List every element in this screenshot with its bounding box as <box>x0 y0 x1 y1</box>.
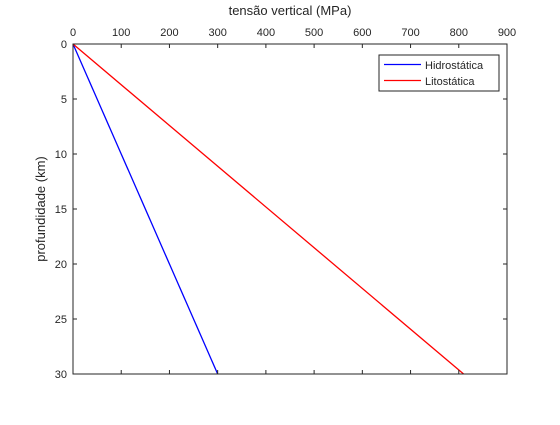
tick-layer: 0 100 200 300 400 500 600 700 800 900 0 5 10 15 20 25 30 <box>55 27 516 381</box>
y-tick-label-30: 30 <box>55 369 67 381</box>
legend-label-litostatica: Litostática <box>425 76 475 88</box>
x-tick-label-800: 800 <box>450 27 468 39</box>
series-line-litostatica <box>72 43 465 375</box>
x-tick-label-500: 500 <box>305 27 323 39</box>
legend: Hidrostática Litostática <box>378 54 500 92</box>
y-tick-label-10: 10 <box>55 149 67 161</box>
y-tick-label-5: 5 <box>61 94 67 106</box>
x-tick-label-100: 100 <box>112 27 130 39</box>
y-tick-label-15: 15 <box>55 204 67 216</box>
x-tick-label-200: 200 <box>160 27 178 39</box>
x-tick-label-300: 300 <box>208 27 226 39</box>
x-axis-label: tensão vertical (MPa) <box>229 3 352 18</box>
series-line-hidrostatica <box>72 43 219 375</box>
y-tick-label-25: 25 <box>55 314 67 326</box>
legend-box <box>378 54 500 92</box>
x-tick-label-600: 600 <box>353 27 371 39</box>
x-tick-label-900: 900 <box>498 27 516 39</box>
y-axis-label: profundidade (km) <box>33 156 48 262</box>
x-tick-label-700: 700 <box>401 27 419 39</box>
y-tick-label-0: 0 <box>61 39 67 51</box>
series-layer <box>72 43 465 375</box>
x-tick-label-0: 0 <box>70 27 76 39</box>
y-tick-label-20: 20 <box>55 259 67 271</box>
plot-area <box>73 44 507 374</box>
x-tick-label-400: 400 <box>257 27 275 39</box>
legend-label-hidrostatica: Hidrostática <box>425 60 484 72</box>
